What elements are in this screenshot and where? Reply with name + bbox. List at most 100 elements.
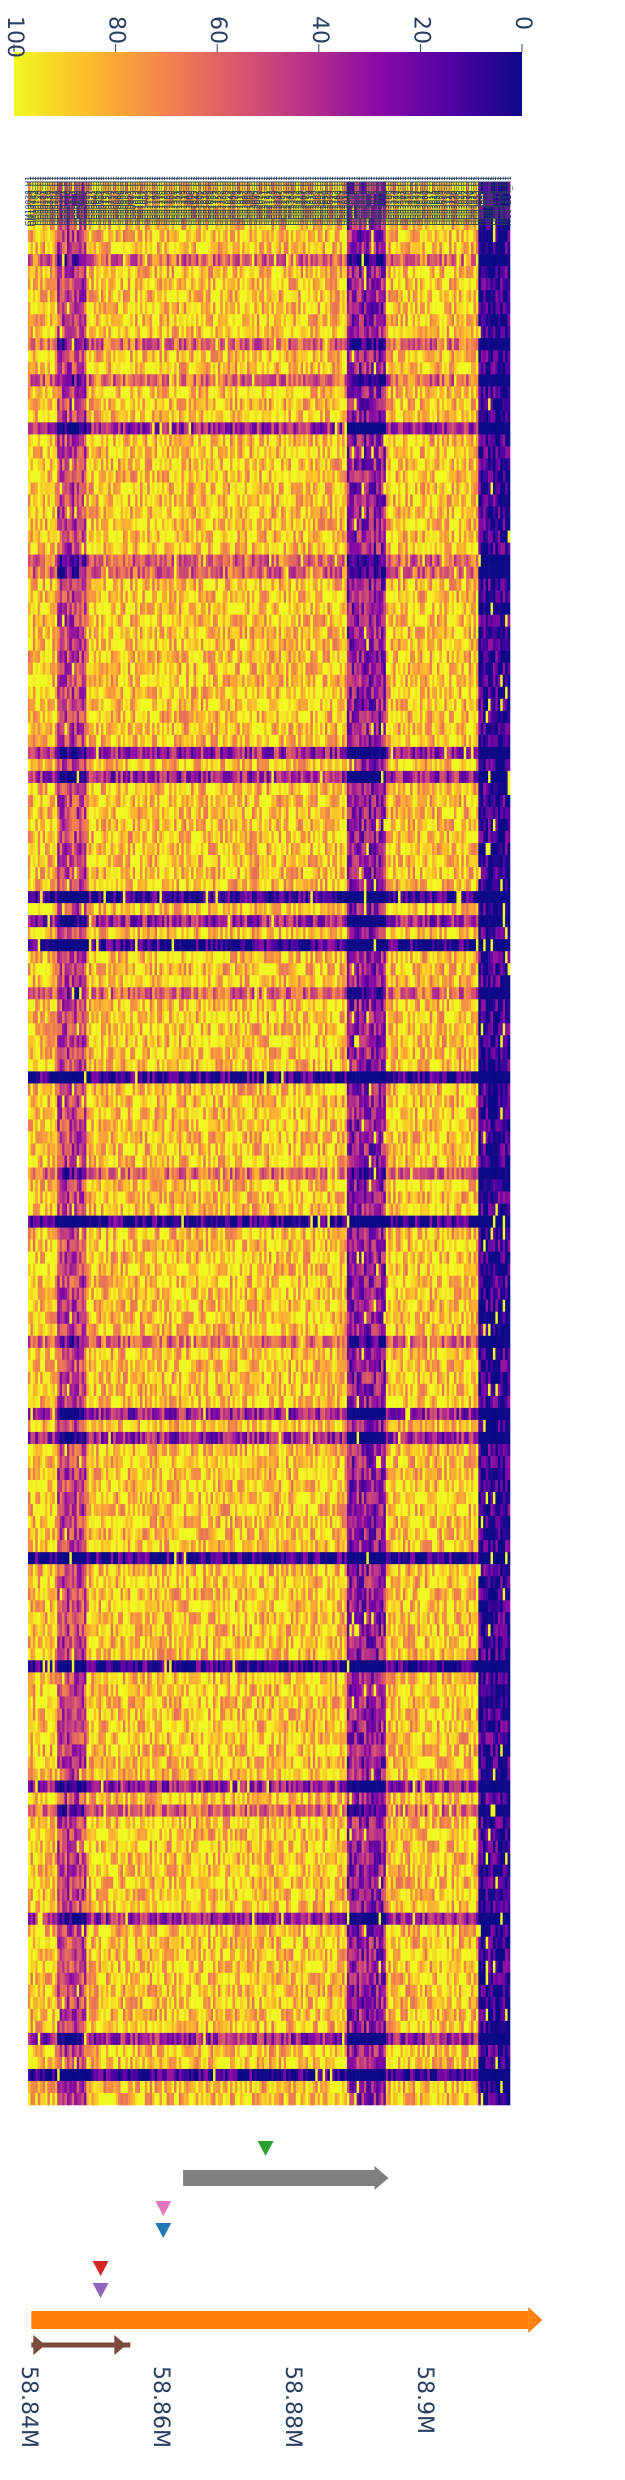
heatmap-cell [52,1768,55,1780]
heatmap-cell [28,1131,31,1143]
heatmap-cell [30,999,33,1011]
heatmap-cell [33,951,36,963]
heatmap-cell [28,1071,31,1083]
heatmap-cell [74,1168,77,1180]
heatmap-cell [57,2009,60,2021]
heatmap-cell [74,2069,77,2081]
heatmap-cell [74,1817,77,1829]
heatmap-cell [65,1492,68,1504]
heatmap-cell [65,1744,68,1756]
heatmap-cell [28,374,31,386]
heatmap-cell [69,963,72,975]
heatmap-cell [62,1744,65,1756]
heatmap-cell [69,519,72,531]
heatmap-cell [50,2045,53,2057]
heatmap-cell [43,1600,46,1612]
heatmap-cell [74,1636,77,1648]
heatmap-cell [28,807,31,819]
heatmap-cell [69,1805,72,1817]
heatmap-cell [86,326,89,338]
heatmap-cell [82,470,85,482]
heatmap-cell [94,2093,97,2105]
heatmap-cell [77,1805,80,1817]
heatmap-cell [67,555,70,567]
heatmap-cell [86,1780,89,1792]
heatmap-cell [60,1252,63,1264]
heatmap-cell [45,1540,48,1552]
heatmap-cell [35,1216,38,1228]
heatmap-cell [30,1144,33,1156]
heatmap-cell [67,1780,70,1792]
heatmap-cell [30,927,33,939]
heatmap-cell [47,675,50,687]
heatmap-cell [40,1768,43,1780]
heatmap-cell [30,242,33,254]
heatmap-cell [74,951,77,963]
heatmap-cell [52,1720,55,1732]
colorbar-tick-label: 20 [408,16,433,44]
heatmap-cell [57,1564,60,1576]
heatmap-cell [30,1985,33,1997]
heatmap-cell [62,1805,65,1817]
heatmap-cell [57,1144,60,1156]
heatmap-cell [91,1240,94,1252]
heatmap-cell [45,1817,48,1829]
heatmap-cell [28,543,31,555]
heatmap-cell [28,759,31,771]
heatmap-cell [89,302,92,314]
heatmap-cell [82,915,85,927]
heatmap-cell [94,519,97,531]
heatmap-cell [69,951,72,963]
heatmap-cell [67,567,70,579]
heatmap-cell [89,975,92,987]
heatmap-cell [33,1853,36,1865]
heatmap-cell [72,1985,75,1997]
heatmap-cell [45,771,48,783]
heatmap-cell [67,458,70,470]
heatmap-cell [101,843,104,855]
heatmap-cell [84,987,87,999]
heatmap-cell [62,230,65,242]
heatmap-cell [72,1793,75,1805]
heatmap-cell [84,783,87,795]
heatmap-cell [99,1095,102,1107]
heatmap-cell [74,1300,77,1312]
heatmap-cell [99,1023,102,1035]
heatmap-cell [79,1131,82,1143]
heatmap-cell [82,1059,85,1071]
heatmap-cell [62,278,65,290]
heatmap-cell [45,855,48,867]
heatmap-cell [72,615,75,627]
heatmap-cell [38,675,41,687]
heatmap-cell [89,254,92,266]
heatmap-column [57,182,60,2105]
heatmap-cell [86,1708,89,1720]
heatmap-cell [67,1817,70,1829]
heatmap-cell [57,2069,60,2081]
heatmap-cell [77,507,80,519]
heatmap-cell [60,1023,63,1035]
heatmap-cell [30,1997,33,2009]
heatmap-cell [60,1204,63,1216]
heatmap-cell [35,482,38,494]
heatmap-cell [94,2045,97,2057]
heatmap-cell [69,939,72,951]
heatmap-cell [57,1949,60,1961]
heatmap-cell [69,1047,72,1059]
heatmap-cell [60,1937,63,1949]
heatmap-cell [99,1156,102,1168]
heatmap-cell [52,927,55,939]
heatmap-cell [38,1841,41,1853]
heatmap-cell [84,555,87,567]
heatmap-cell [62,1829,65,1841]
heatmap-cell [69,1168,72,1180]
heatmap-cell [28,879,31,891]
heatmap-cell [99,1660,102,1672]
heatmap-cell [57,519,60,531]
heatmap-cell [52,1468,55,1480]
heatmap-cell [79,2093,82,2105]
heatmap-cell [28,314,31,326]
heatmap-cell [99,1853,102,1865]
heatmap-cell [43,579,46,591]
heatmap-cell [91,242,94,254]
